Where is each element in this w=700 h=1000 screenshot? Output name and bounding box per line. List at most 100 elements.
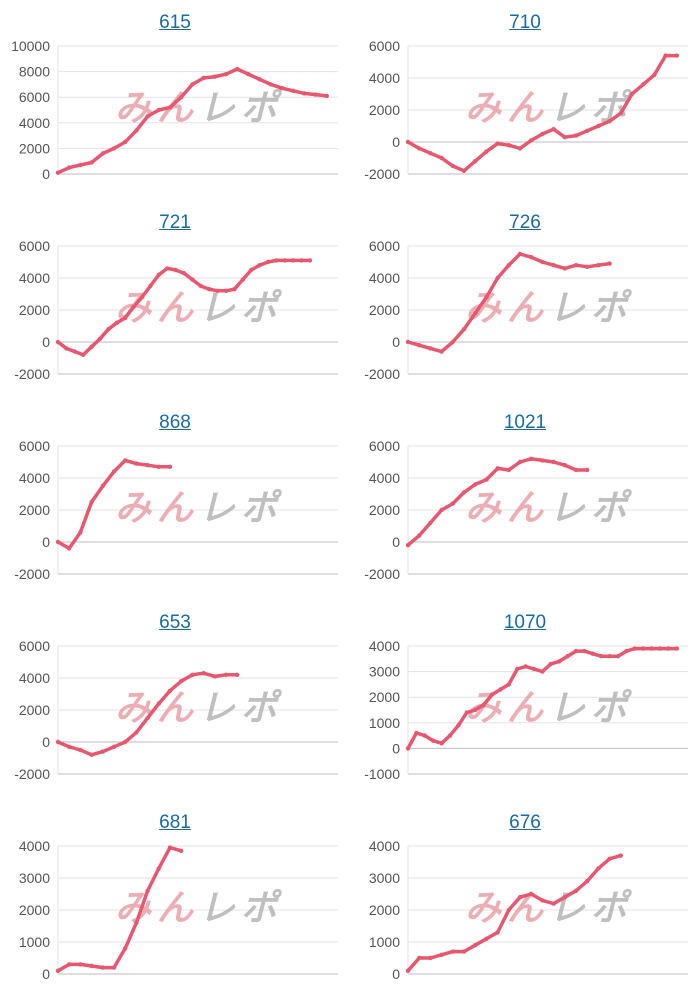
data-point (55, 170, 61, 175)
data-point (439, 741, 444, 746)
chart-title-link[interactable]: 1021 (503, 412, 547, 433)
svg-text:レ: レ (549, 688, 586, 729)
y-tick-label: 0 (42, 966, 50, 982)
chart-title-link[interactable]: 681 (159, 812, 191, 833)
svg-text:み: み (115, 488, 153, 529)
data-point (417, 146, 422, 151)
svg-text:ポ: ポ (241, 288, 283, 329)
data-point (67, 165, 72, 170)
data-point (607, 654, 612, 659)
data-point (78, 530, 83, 535)
svg-text:ポ: ポ (241, 88, 283, 129)
data-point (517, 459, 523, 465)
data-point (629, 91, 635, 97)
data-point (282, 258, 287, 263)
y-tick-label: 2000 (369, 102, 400, 118)
line-chart: -2000 0 2000 4000 6000 みんレポ (14, 238, 338, 382)
chart-title-link[interactable]: 676 (509, 812, 541, 833)
chart-title-link[interactable]: 868 (159, 412, 191, 433)
data-point (167, 105, 173, 110)
y-tick-label: 8000 (19, 64, 50, 80)
svg-text:ポ: ポ (591, 488, 633, 529)
data-point (523, 664, 528, 669)
data-point (417, 533, 422, 538)
data-point (461, 490, 467, 495)
y-tick-label: 6000 (19, 438, 50, 454)
data-point (89, 344, 94, 349)
data-point (540, 898, 545, 903)
data-point (134, 461, 139, 466)
y-tick-label: 4000 (369, 838, 400, 854)
svg-text:ポ: ポ (591, 88, 633, 129)
data-point (265, 259, 271, 265)
y-tick-label: 0 (392, 334, 400, 350)
watermark-logo: みんレポ (465, 688, 633, 729)
data-point (190, 82, 195, 87)
data-point (439, 507, 444, 513)
svg-text:レ: レ (199, 88, 236, 129)
y-tick-label: 1000 (369, 715, 400, 731)
svg-text:ん: ん (507, 88, 544, 129)
data-point (257, 77, 262, 82)
line-chart: -2000 0 2000 4000 6000 みんレポ (364, 438, 688, 582)
data-point (100, 749, 106, 754)
chart-title-link[interactable]: 726 (509, 212, 541, 233)
data-point (674, 53, 679, 58)
chart-panel: 868 -2000 0 2000 4000 6000 みんレポ (0, 400, 350, 600)
data-point (495, 275, 500, 281)
y-tick-label: 0 (392, 966, 400, 982)
data-point (428, 955, 433, 961)
data-point (167, 464, 173, 469)
data-point (551, 459, 556, 465)
data-point (89, 963, 94, 969)
data-point (100, 483, 106, 489)
data-point (279, 86, 285, 91)
data-point (89, 499, 94, 505)
chart-panel: 1021 -2000 0 2000 4000 6000 みんレポ (350, 400, 700, 600)
chart-panel: 676 0 1000 2000 3000 4000 みんレポ (350, 800, 700, 1000)
watermark-logo: みんレポ (115, 288, 283, 329)
y-tick-label: -2000 (14, 366, 50, 382)
data-point (223, 72, 229, 77)
data-point (439, 349, 444, 354)
data-point (557, 659, 562, 664)
y-tick-label: 2000 (369, 902, 400, 918)
data-point (624, 648, 629, 654)
data-point (596, 866, 601, 871)
y-tick-label: 4000 (19, 270, 50, 286)
data-point (506, 467, 511, 473)
data-point (313, 92, 318, 97)
data-point (134, 128, 139, 133)
svg-text:ポ: ポ (591, 288, 633, 329)
data-point (607, 856, 612, 861)
watermark-logo: みんレポ (115, 688, 283, 729)
data-point (461, 949, 467, 954)
data-point (506, 682, 511, 687)
chart-title-link[interactable]: 721 (159, 212, 191, 233)
data-point (517, 895, 523, 900)
data-point (489, 692, 495, 697)
data-point (428, 151, 433, 156)
data-point (456, 723, 461, 728)
data-point (198, 283, 203, 289)
data-point (464, 710, 469, 715)
data-point (405, 543, 411, 548)
watermark-logo: みんレポ (465, 288, 633, 329)
y-tick-label: 4000 (369, 70, 400, 86)
watermark-logo: みんレポ (115, 88, 283, 129)
data-point (173, 267, 178, 273)
line-chart: -2000 0 2000 4000 6000 みんレポ (364, 38, 688, 182)
svg-text:レ: レ (549, 288, 586, 329)
data-point (585, 467, 590, 473)
chart-title-link[interactable]: 710 (509, 12, 541, 33)
data-point (663, 53, 668, 58)
data-point (179, 679, 184, 684)
chart-title-link[interactable]: 615 (159, 12, 191, 33)
chart-title-link[interactable]: 653 (159, 612, 191, 633)
line-chart: 0 2000 4000 6000 8000 10000 みんレポ (11, 38, 338, 182)
y-tick-label: 4000 (19, 470, 50, 486)
chart-title-link[interactable]: 1070 (503, 612, 547, 633)
data-point (134, 730, 139, 735)
y-tick-label: 6000 (19, 638, 50, 654)
